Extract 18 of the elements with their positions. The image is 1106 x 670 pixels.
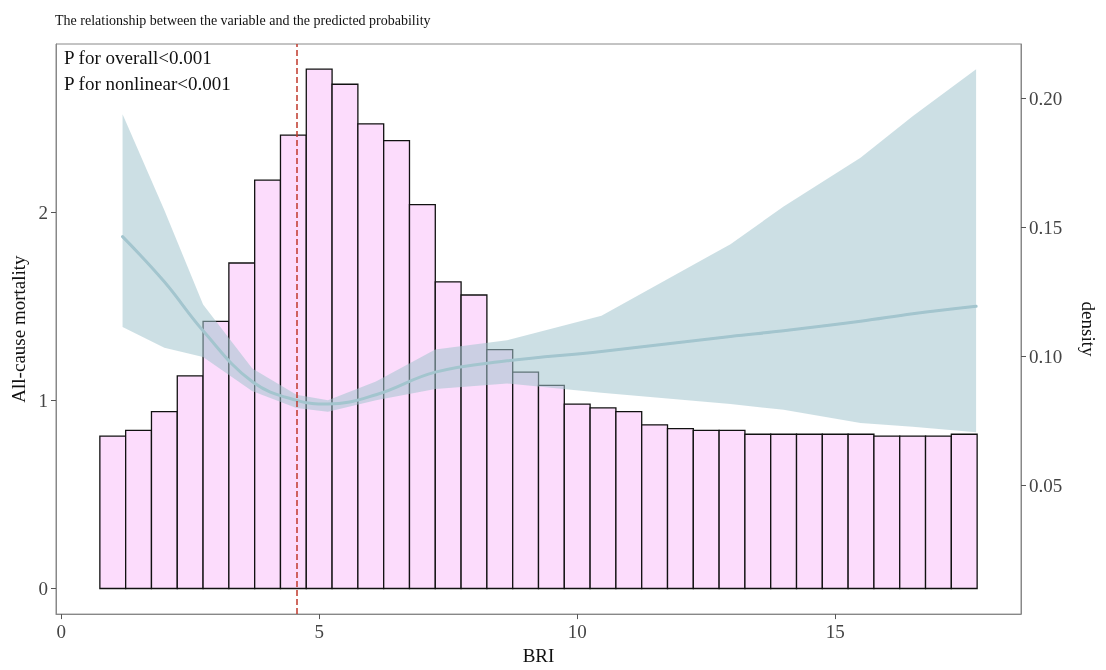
- annotation: P for nonlinear<0.001: [64, 73, 231, 94]
- y2-tick-label: 0.05: [1029, 474, 1063, 496]
- annotation: P for overall<0.001: [64, 47, 212, 68]
- y-axis-title: All-cause mortality: [7, 254, 29, 403]
- x-tick-label: 5: [314, 621, 324, 643]
- x-tick-label: 10: [567, 621, 587, 643]
- x-axis-title: BRI: [522, 645, 555, 666]
- y-tick-label: 1: [38, 389, 48, 411]
- y2-tick-label: 0.20: [1029, 87, 1063, 109]
- chart-title: The relationship between the variable and the predicted probability: [55, 12, 431, 28]
- y-tick-label: 2: [38, 201, 48, 223]
- x-tick-label: 15: [825, 621, 845, 643]
- y2-tick-label: 0.10: [1029, 345, 1063, 367]
- y2-axis-title: density: [1078, 301, 1099, 357]
- x-tick-label: 0: [56, 621, 66, 643]
- line-series: [121, 235, 978, 406]
- y-tick-label: 0: [38, 578, 48, 600]
- y2-tick-label: 0.15: [1029, 216, 1063, 238]
